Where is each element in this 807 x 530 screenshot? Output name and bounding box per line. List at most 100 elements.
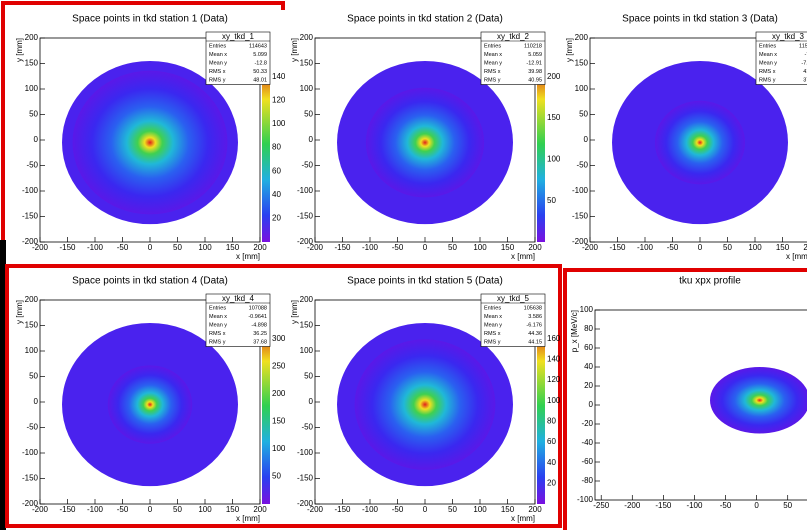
y-axis-label: y [mm] <box>565 38 574 62</box>
y-tick-label: -200 <box>297 499 314 508</box>
stats-label: RMS x <box>484 69 501 75</box>
y-tick-label: -100 <box>22 448 39 457</box>
x-tick-label: 0 <box>754 501 759 510</box>
stats-value: 3.586 <box>528 314 542 320</box>
x-tick-label: 100 <box>198 505 212 514</box>
y-tick-label: -100 <box>297 448 314 457</box>
x-tick-label: -150 <box>334 505 351 514</box>
y-axis-label: y [mm] <box>290 38 299 62</box>
profile-blob <box>710 367 807 434</box>
palette-label: 200 <box>547 72 561 81</box>
x-tick-label: -100 <box>686 501 703 510</box>
y-tick-label: 150 <box>25 321 39 330</box>
x-tick-label: 0 <box>148 243 153 252</box>
y-tick-label: 50 <box>29 372 38 381</box>
x-tick-label: -50 <box>117 243 129 252</box>
stats-value: 37.97 <box>803 77 807 83</box>
palette-label: 300 <box>272 334 286 343</box>
y-tick-label: 100 <box>300 84 314 93</box>
stats-value: 44.15 <box>528 339 542 345</box>
panel-title: Space points in tkd station 2 (Data) <box>347 14 503 25</box>
x-axis-label: x [mm] <box>236 252 260 261</box>
stats-label: Mean x <box>484 52 502 58</box>
y-tick-label: -150 <box>22 474 39 483</box>
palette-label: 250 <box>272 361 286 370</box>
y-tick-label: -60 <box>581 457 593 466</box>
y-tick-label: 0 <box>584 135 589 144</box>
x-tick-label: 50 <box>448 243 457 252</box>
y-tick-label: 200 <box>25 33 39 42</box>
y-tick-label: 50 <box>579 110 588 119</box>
x-tick-label: -150 <box>59 243 76 252</box>
hit-core <box>354 339 496 470</box>
x-axis-label: x [mm] <box>511 252 535 261</box>
stats-value: 5.099 <box>253 52 267 58</box>
y-tick-label: 40 <box>584 362 593 371</box>
x-tick-label: 100 <box>473 505 487 514</box>
y-tick-label: -200 <box>22 499 39 508</box>
dark-edge <box>0 240 6 530</box>
x-tick-label: -50 <box>392 505 404 514</box>
x-tick-label: 200 <box>803 243 807 252</box>
x-tick-label: -200 <box>624 501 641 510</box>
stats-label: RMS y <box>209 339 226 345</box>
x-tick-label: -200 <box>32 505 49 514</box>
stats-label: Mean x <box>209 52 227 58</box>
y-tick-label: 0 <box>34 135 39 144</box>
x-tick-label: 100 <box>198 243 212 252</box>
stats-label: Entries <box>209 43 226 49</box>
y-tick-label: 80 <box>584 324 593 333</box>
stats-label: Mean x <box>209 314 227 320</box>
stats-value: 36.25 <box>253 331 267 337</box>
x-tick-label: -250 <box>593 501 610 510</box>
stats-label: Entries <box>484 43 501 49</box>
y-tick-label: -100 <box>297 186 314 195</box>
stats-value: 5.059 <box>528 52 542 58</box>
hit-core <box>107 365 193 444</box>
x-tick-label: 50 <box>173 505 182 514</box>
y-tick-label: -50 <box>26 423 38 432</box>
stats-label: Mean y <box>209 322 227 328</box>
panel-title: Space points in tkd station 1 (Data) <box>72 14 228 25</box>
y-tick-label: -200 <box>572 237 589 246</box>
stats-value: 115047 <box>799 43 807 49</box>
stats-value: -7.606 <box>801 60 807 66</box>
y-tick-label: -50 <box>301 423 313 432</box>
y-tick-label: 100 <box>25 84 39 93</box>
stats-value: -12.91 <box>526 60 542 66</box>
x-tick-label: 200 <box>528 243 542 252</box>
stats-label: RMS y <box>484 339 501 345</box>
palette-label: 20 <box>547 478 556 487</box>
x-tick-label: 50 <box>173 243 182 252</box>
y-axis-label: y [mm] <box>15 38 24 62</box>
stats-value: 105638 <box>524 305 542 311</box>
panel-title: Space points in tkd station 4 (Data) <box>72 276 228 287</box>
stats-value: 39.98 <box>528 69 542 75</box>
y-axis-label: y [mm] <box>290 300 299 324</box>
x-tick-label: -200 <box>32 243 49 252</box>
stats-value: 48.01 <box>253 77 267 83</box>
stats-value: -4.898 <box>251 322 267 328</box>
y-tick-label: 200 <box>575 33 589 42</box>
x-tick-label: 200 <box>528 505 542 514</box>
stats-label: RMS y <box>484 77 501 83</box>
stats-value: 110218 <box>524 43 542 49</box>
y-tick-label: -80 <box>581 476 593 485</box>
x-tick-label: -50 <box>117 505 129 514</box>
palette-label: 40 <box>272 190 281 199</box>
palette-label: 50 <box>272 472 281 481</box>
palette <box>262 63 270 242</box>
x-tick-label: 150 <box>776 243 790 252</box>
y-tick-label: 20 <box>584 381 593 390</box>
stats-value: 44.36 <box>528 331 542 337</box>
stats-name: xy_tkd_3 <box>772 32 805 41</box>
y-tick-label: 0 <box>34 397 39 406</box>
y-tick-label: 150 <box>575 59 589 68</box>
x-tick-label: 0 <box>148 505 153 514</box>
y-tick-label: 150 <box>300 321 314 330</box>
frame <box>5 264 562 528</box>
stats-value: 107088 <box>249 305 267 311</box>
x-tick-label: -50 <box>667 243 679 252</box>
x-tick-label: -100 <box>637 243 654 252</box>
palette-label: 150 <box>272 416 286 425</box>
